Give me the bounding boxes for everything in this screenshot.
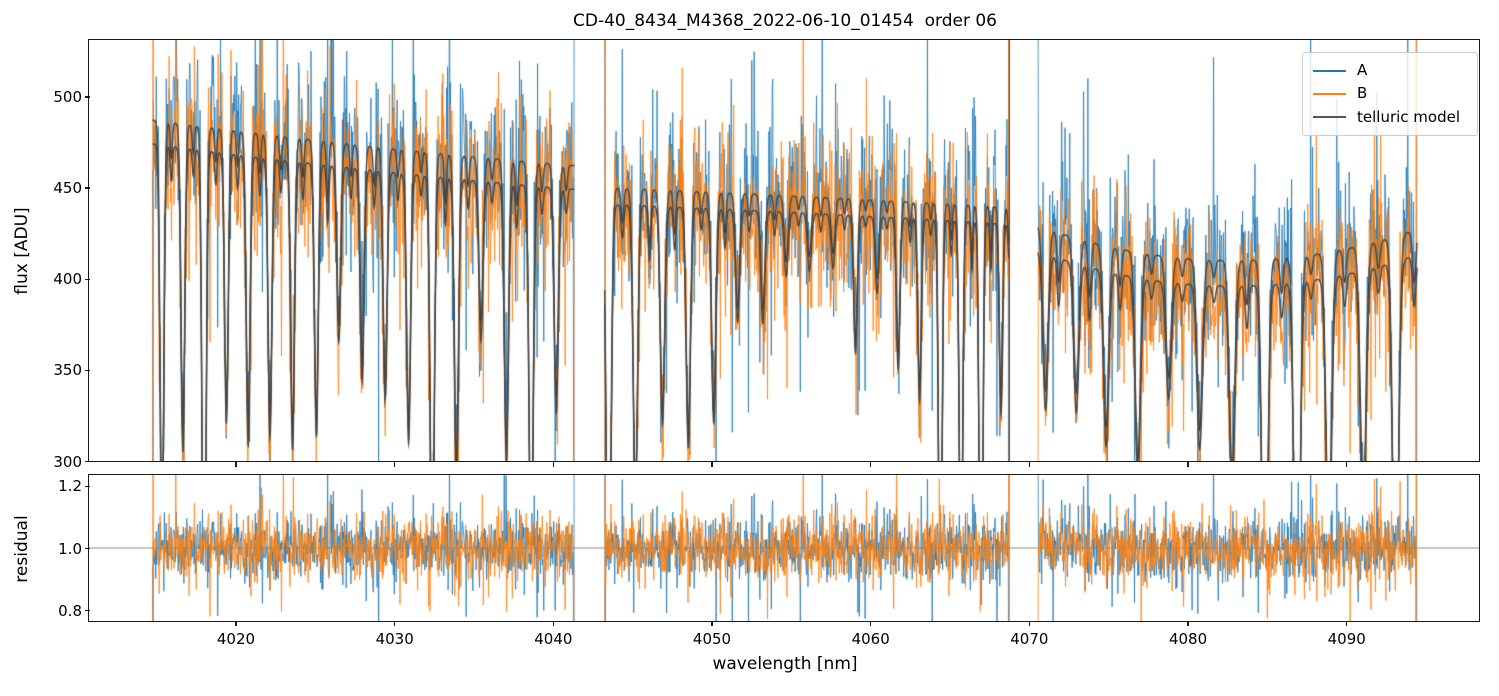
x-tick-mark-flux — [1346, 462, 1348, 467]
legend-item-a: A — [1313, 59, 1467, 82]
x-tick-mark-flux — [1187, 462, 1189, 467]
plot-title: CD-40_8434_M4368_2022-06-10_01454 order … — [573, 11, 997, 31]
y-tick-label: 400 — [53, 270, 82, 289]
x-tick-label: 4070 — [1010, 630, 1049, 648]
x-tick-mark — [711, 621, 713, 626]
x-tick-mark — [393, 621, 396, 626]
legend-box: A B telluric model — [1302, 52, 1478, 136]
y-tick-label: 1.0 — [58, 539, 82, 558]
residual-y-axis-label: residual — [12, 515, 32, 583]
legend-label-telluric-model: telluric model — [1357, 107, 1461, 126]
y-tick-label: 300 — [53, 452, 82, 471]
legend-item-b: B — [1313, 82, 1467, 105]
legend-item-telluric-model: telluric model — [1313, 106, 1467, 129]
flux-plot-canvas — [89, 40, 1479, 461]
x-tick-label: 4050 — [692, 630, 732, 648]
legend-label-a: A — [1357, 61, 1368, 80]
y-tick-mark — [85, 547, 90, 550]
y-tick-mark — [85, 609, 90, 612]
y-tick-label: 0.8 — [58, 601, 82, 620]
residual-panel — [88, 474, 1480, 622]
x-tick-mark — [1346, 621, 1348, 626]
flux-panel: A B telluric model — [88, 39, 1480, 462]
y-tick-mark — [85, 485, 90, 488]
legend-label-b: B — [1357, 84, 1368, 103]
flux-y-axis-label: flux [ADU] — [12, 207, 32, 295]
y-tick-mark — [85, 369, 90, 372]
x-tick-mark-flux — [393, 462, 396, 467]
y-tick-label: 450 — [53, 179, 82, 198]
legend-line-b-icon — [1313, 92, 1346, 95]
x-axis-label: wavelength [nm] — [712, 654, 858, 674]
x-tick-label: 4040 — [534, 630, 573, 648]
legend-line-telluric-model-icon — [1313, 116, 1346, 119]
x-tick-mark-flux — [1028, 462, 1031, 467]
y-tick-mark — [85, 460, 90, 463]
y-tick-mark — [85, 278, 90, 280]
x-tick-label: 4090 — [1327, 630, 1366, 648]
legend-line-a-icon — [1313, 69, 1346, 72]
y-tick-label: 350 — [53, 361, 82, 380]
x-tick-mark — [1028, 621, 1031, 626]
y-tick-label: 1.2 — [58, 477, 82, 496]
y-tick-label: 500 — [53, 87, 82, 106]
x-tick-mark — [1187, 621, 1189, 626]
x-tick-mark-flux — [869, 462, 872, 467]
x-tick-label: 4030 — [375, 630, 414, 648]
x-tick-label: 4020 — [216, 630, 256, 648]
x-tick-mark — [869, 621, 872, 626]
x-tick-mark-flux — [552, 462, 555, 467]
y-tick-mark — [85, 187, 90, 189]
x-tick-mark-flux — [235, 462, 237, 467]
x-tick-mark — [552, 621, 555, 626]
x-tick-label: 4060 — [851, 630, 890, 648]
residual-plot-canvas — [89, 475, 1479, 621]
y-tick-mark — [85, 96, 90, 98]
x-tick-mark-flux — [711, 462, 713, 467]
x-tick-mark — [235, 621, 237, 626]
x-tick-label: 4080 — [1168, 630, 1208, 648]
